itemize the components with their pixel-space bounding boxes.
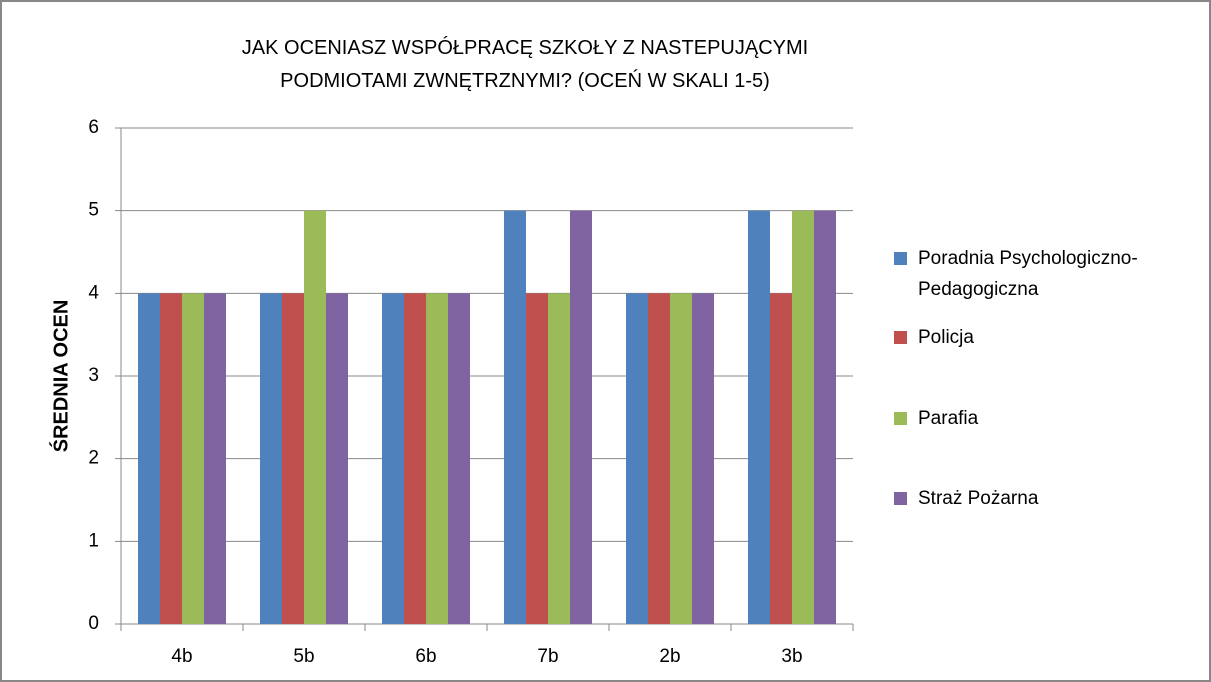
legend-item: Poradnia Psychologiczno-Pedagogiczna [894,243,1204,305]
legend-swatch [894,412,907,425]
bar [160,293,182,624]
y-tick-label: 2 [88,448,99,469]
bar [138,293,160,624]
bar [792,210,814,624]
legend-label: Parafia [918,408,979,429]
bar [670,293,692,624]
bar [648,293,670,624]
legend-item: Parafia [894,403,1204,434]
bar [626,293,648,624]
x-tick-label: 7b [537,646,558,667]
bar [504,210,526,624]
bar [382,293,404,624]
legend-label: Policja [918,327,974,348]
bar [692,293,714,624]
bar [548,293,570,624]
legend-label: Poradnia Psychologiczno-Pedagogiczna [918,248,1138,300]
bar [770,293,792,624]
legend-swatch [894,252,907,265]
bar [570,210,592,624]
y-tick-label: 4 [88,282,99,303]
legend-item: Straż Pożarna [894,483,1204,514]
bar [814,210,836,624]
legend-swatch [894,331,907,344]
y-tick-label: 5 [88,200,99,221]
y-axis-label: ŚREDNIA OCEN [48,300,72,453]
x-tick-label: 2b [659,646,680,667]
y-tick-label: 3 [88,365,99,386]
chart-title: JAK OCENIASZ WSPÓŁPRACĘ SZKOŁY Z NASTEPU… [241,37,809,92]
bar [282,293,304,624]
legend-label: Straż Pożarna [918,488,1039,509]
bar [426,293,448,624]
bar [182,293,204,624]
x-tick-label: 4b [171,646,192,667]
legend-swatch [894,492,907,505]
y-tick-label: 1 [88,530,99,551]
bar [404,293,426,624]
bar [260,293,282,624]
bar [304,210,326,624]
y-tick-label: 6 [88,117,99,138]
x-tick-label: 5b [293,646,314,667]
legend-item: Policja [894,322,1204,353]
bar [448,293,470,624]
bar [526,293,548,624]
y-tick-label: 0 [88,613,99,634]
x-tick-label: 3b [781,646,802,667]
x-tick-label: 6b [415,646,436,667]
bar [326,293,348,624]
bar [204,293,226,624]
bar [748,210,770,624]
